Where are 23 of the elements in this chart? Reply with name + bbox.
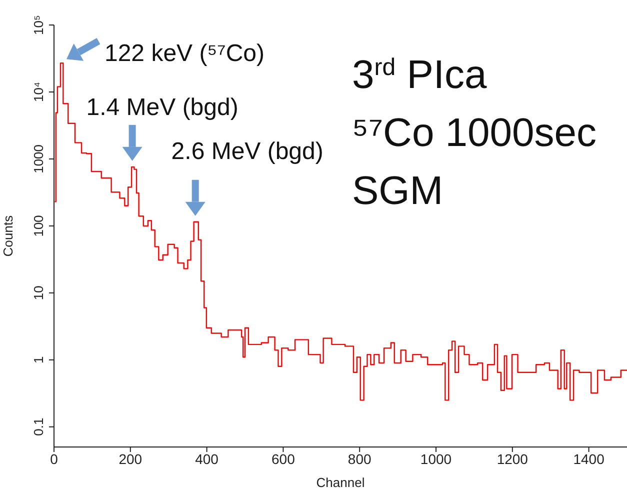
y-tick-label: 10⁴ <box>31 82 46 102</box>
annotation: SGM <box>352 169 444 213</box>
x-tick-label: 600 <box>272 450 296 467</box>
y-tick-label: 0.1 <box>31 418 46 436</box>
annotation: 1.4 MeV (bgd) <box>86 94 238 121</box>
annotation: 3$^{rd}$ PIca <box>352 53 488 97</box>
x-tick-label: 1000 <box>420 450 452 467</box>
x-axis-title: Channel <box>316 475 365 490</box>
annotation: 2.6 MeV (bgd) <box>171 138 324 165</box>
annotation: 122 keV (⁵⁷Co) <box>104 40 265 68</box>
x-tick-label: 200 <box>118 450 142 467</box>
y-tick-label: 1 <box>31 356 46 364</box>
y-tick-label: 10 <box>31 286 46 300</box>
y-axis-title: Counts <box>0 214 16 257</box>
y-tick-label: 10⁵ <box>31 15 46 35</box>
x-tick-label: 400 <box>195 450 219 467</box>
x-tick-label: 800 <box>348 450 372 467</box>
annotation: ⁵⁷Co 1000sec <box>352 111 597 155</box>
y-tick-label: 1000 <box>31 144 46 174</box>
x-tick-label: 1400 <box>573 450 605 467</box>
x-tick-label: 0 <box>50 450 58 467</box>
x-tick-label: 1200 <box>496 450 528 467</box>
y-tick-label: 100 <box>31 215 46 237</box>
